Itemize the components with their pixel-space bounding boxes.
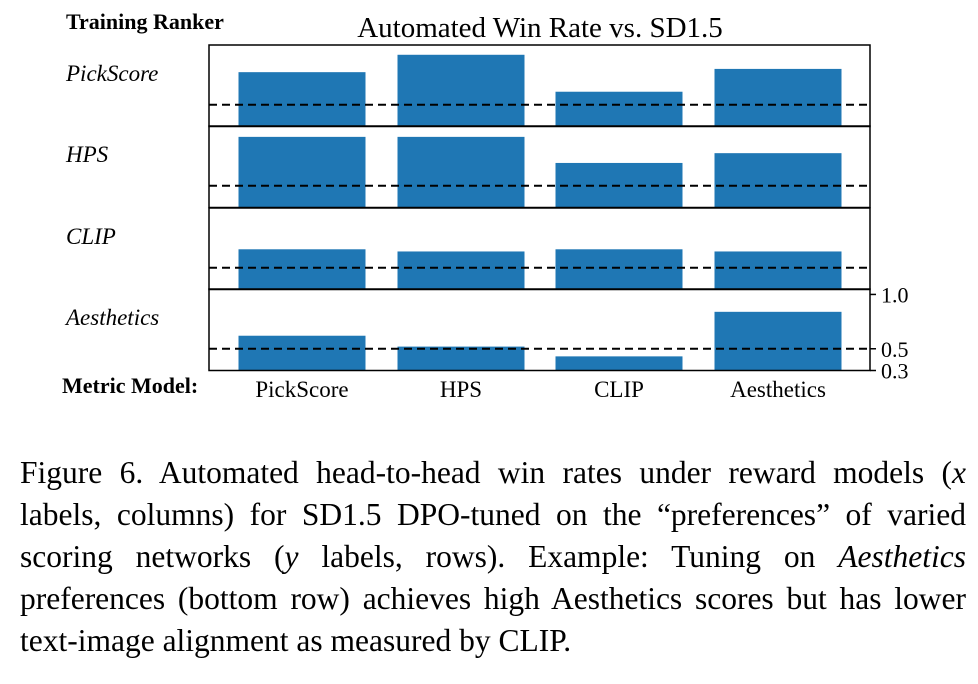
panel-clip: CLIP [66,207,871,291]
x-tick-label: HPS [440,377,482,402]
caption-text: labels, rows). Example: Tuning on [298,539,839,574]
caption-italic-text: Aesthetics [838,539,966,574]
y-tick-label: 1.0 [881,282,909,307]
figure-caption: Figure 6. Automated head-to-head win rat… [20,452,966,662]
bar [714,251,842,290]
training-ranker-header: Training Ranker [66,9,224,34]
bar [714,311,842,371]
bar [238,136,366,208]
panel-frame [208,288,871,372]
panels: PickScore HPS CLIP Aesthetics [64,44,871,372]
bar [397,54,525,127]
row-label: PickScore [65,61,158,86]
y-axis: 1.0 0.50.3 [870,282,909,384]
x-tick-label: Aesthetics [730,377,826,402]
row-label: CLIP [66,224,116,249]
bar [397,251,525,290]
bar [714,153,842,208]
bar [238,335,366,371]
row-label: HPS [65,142,109,167]
bar [397,346,525,371]
y-tick-label: 0.5 [881,337,909,362]
bar [555,91,683,127]
chart-title: Automated Win Rate vs. SD1.5 [357,12,723,44]
row-label: Aesthetics [64,305,159,330]
bar [238,249,366,290]
bar [555,249,683,290]
y-tick-label: 0.3 [881,359,909,384]
caption-italic-text: x [952,455,966,490]
bar [714,68,842,127]
caption-text: Figure 6. Automated head-to-head win rat… [20,455,953,490]
panel-pickscore: PickScore [65,44,871,128]
bar [555,356,683,371]
x-tick-label: CLIP [594,377,644,402]
win-rate-chart: Training Ranker Automated Win Rate vs. S… [62,9,909,402]
caption-text: labels, columns) for SD1.5 DPO-tuned on … [20,497,966,574]
caption-text: preferences (bottom row) achieves high A… [20,581,966,658]
panel-aesthetics: Aesthetics [64,288,871,372]
caption-italic-text: y [284,539,299,574]
x-axis-labels: PickScore HPS CLIP Aesthetics [255,377,826,402]
x-tick-label: PickScore [255,377,348,402]
bar [238,72,366,127]
metric-model-header: Metric Model: [62,373,198,398]
panel-hps: HPS [65,125,871,209]
bar [397,136,525,208]
